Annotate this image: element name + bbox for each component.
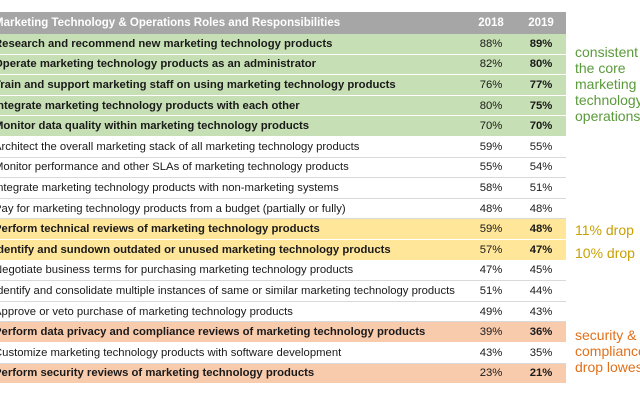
role-cell: Architect the overall marketing stack of… [0, 140, 360, 153]
value-2019-cell: 55% [529, 140, 553, 153]
value-2019-cell: 45% [529, 264, 553, 277]
value-2018-cell: 76% [479, 78, 503, 91]
value-2019-cell: 77% [529, 78, 553, 91]
table-row: Perform security reviews of marketing te… [0, 363, 566, 385]
table-row: Approve or veto purchase of marketing te… [0, 301, 566, 323]
table-row: Architect the overall marketing stack of… [0, 136, 566, 158]
value-2018-cell: 39% [479, 326, 503, 339]
value-2019-cell: 48% [529, 202, 553, 215]
value-2019-cell: 70% [529, 120, 553, 133]
table-row: Perform technical reviews of marketing t… [0, 219, 566, 240]
value-2018-cell: 59% [479, 223, 503, 236]
note-security-compliance: security & compliance drop lowest [575, 327, 640, 375]
role-cell: Research and recommend new marketing tec… [0, 37, 333, 50]
value-2018-cell: 48% [479, 202, 503, 215]
value-2019-cell: 54% [529, 161, 553, 174]
table-row: Integrate marketing technology products … [0, 178, 566, 199]
table-row: Pay for marketing technology products fr… [0, 198, 566, 220]
value-2018-cell: 82% [479, 58, 503, 71]
value-2019-cell: 36% [529, 326, 553, 339]
role-cell: Identify and sundown outdated or unused … [0, 243, 391, 256]
value-2018-cell: 70% [479, 120, 503, 133]
value-2019-cell: 75% [529, 99, 553, 112]
table-row: Monitor performance and other SLAs of ma… [0, 157, 566, 179]
value-2018-cell: 57% [479, 243, 503, 256]
role-cell: Monitor performance and other SLAs of ma… [0, 161, 349, 174]
note-technical-drop: 11% drop [575, 222, 634, 238]
note-line: security & [575, 327, 637, 343]
note-line: compliance [575, 343, 640, 359]
role-cell: Identify and consolidate multiple instan… [0, 284, 455, 297]
table-row: Integrate marketing technology products … [0, 95, 566, 117]
table-row: Negotiate business terms for purchasing … [0, 260, 566, 282]
role-cell: Pay for marketing technology products fr… [0, 202, 346, 215]
header-2018: 2018 [478, 17, 504, 29]
value-2019-cell: 44% [529, 284, 553, 297]
table-header: Marketing Technology & Operations Roles … [0, 12, 566, 34]
table-row: Train and support marketing staff on usi… [0, 75, 566, 96]
role-cell: Perform security reviews of marketing te… [0, 367, 315, 380]
note-line: technology [575, 92, 640, 108]
note-line: marketing [575, 76, 637, 92]
table-row: Research and recommend new marketing tec… [0, 34, 566, 55]
value-2018-cell: 59% [479, 140, 503, 153]
value-2019-cell: 21% [529, 367, 553, 380]
value-2018-cell: 80% [479, 99, 503, 112]
role-cell: Train and support marketing staff on usi… [0, 78, 396, 91]
table-row: Customize marketing technology products … [0, 342, 566, 364]
role-cell: Integrate marketing technology products … [0, 99, 300, 112]
value-2018-cell: 23% [479, 367, 503, 380]
role-cell: Approve or veto purchase of marketing te… [0, 305, 293, 318]
value-2018-cell: 55% [479, 161, 503, 174]
note-sundown-drop: 10% drop [575, 245, 635, 261]
role-cell: Integrate marketing technology products … [0, 181, 339, 194]
header-2019: 2019 [528, 17, 554, 29]
value-2019-cell: 51% [529, 181, 553, 194]
roles-table: Marketing Technology & Operations Roles … [0, 12, 566, 385]
value-2019-cell: 80% [529, 58, 553, 71]
role-cell: Negotiate business terms for purchasing … [0, 264, 354, 277]
role-cell: Monitor data quality within marketing te… [0, 120, 310, 133]
note-line: the core [575, 60, 626, 76]
table-row: Identify and sundown outdated or unused … [0, 239, 566, 261]
value-2018-cell: 58% [479, 181, 503, 194]
value-2018-cell: 51% [479, 284, 503, 297]
value-2019-cell: 35% [529, 346, 553, 359]
header-role: Marketing Technology & Operations Roles … [0, 17, 341, 29]
value-2018-cell: 47% [479, 264, 503, 277]
note-line: operations [575, 108, 640, 124]
value-2019-cell: 43% [529, 305, 553, 318]
role-cell: Perform data privacy and compliance revi… [0, 326, 426, 339]
table-body: Research and recommend new marketing tec… [0, 34, 566, 385]
table-row: Monitor data quality within marketing te… [0, 116, 566, 137]
value-2019-cell: 48% [529, 223, 553, 236]
note-line: consistent [575, 44, 639, 60]
table-row: Identify and consolidate multiple instan… [0, 281, 566, 302]
role-cell: Perform technical reviews of marketing t… [0, 223, 320, 236]
value-2019-cell: 47% [529, 243, 553, 256]
value-2018-cell: 49% [479, 305, 503, 318]
note-line: drop lowest [575, 359, 640, 375]
role-cell: Customize marketing technology products … [0, 346, 342, 359]
table-row: Perform data privacy and compliance revi… [0, 322, 566, 343]
note-core-operations: consistent the core marketing technology… [575, 44, 640, 124]
value-2018-cell: 43% [479, 346, 503, 359]
value-2018-cell: 88% [479, 37, 503, 50]
table-row: Operate marketing technology products as… [0, 54, 566, 76]
value-2019-cell: 89% [529, 37, 553, 50]
role-cell: Operate marketing technology products as… [0, 58, 317, 71]
